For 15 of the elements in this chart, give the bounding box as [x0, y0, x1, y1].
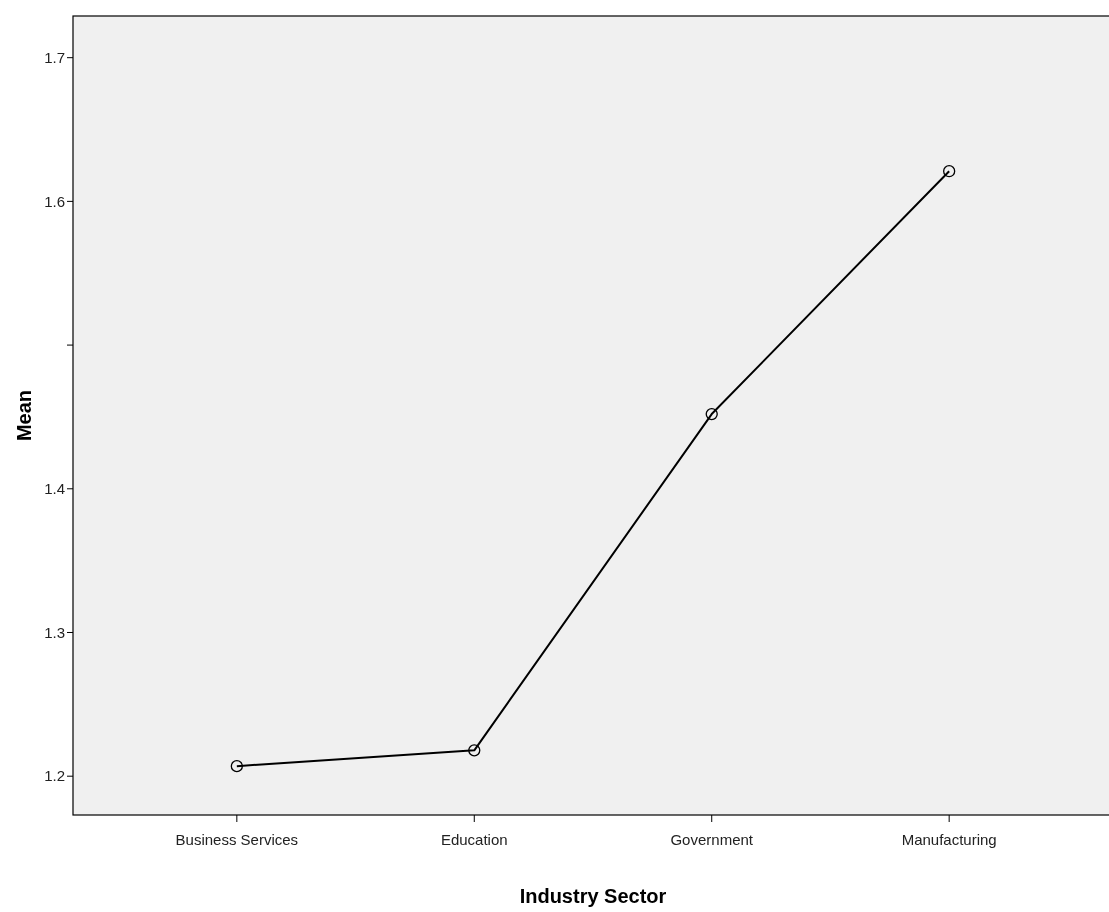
y-tick-label: 1.7: [44, 48, 65, 66]
y-tick-label: 1.2: [44, 767, 65, 785]
point: [230, 759, 243, 773]
point: [943, 165, 956, 178]
point: [468, 744, 481, 757]
y-tick-label: 1.6: [44, 192, 65, 210]
y-axis-title: Mean: [13, 389, 35, 442]
x-tick-label: Education: [440, 831, 508, 848]
x-tick-label: Government: [670, 831, 754, 848]
y-tick-label: 1.4: [44, 480, 65, 498]
x-axis-title: Industry Sector: [519, 885, 667, 907]
x-tick-label: Business Services: [175, 831, 299, 848]
x-tick-label: Manufacturing: [901, 831, 997, 848]
point: [705, 407, 718, 421]
y-tick-label: 1.3: [44, 623, 65, 641]
